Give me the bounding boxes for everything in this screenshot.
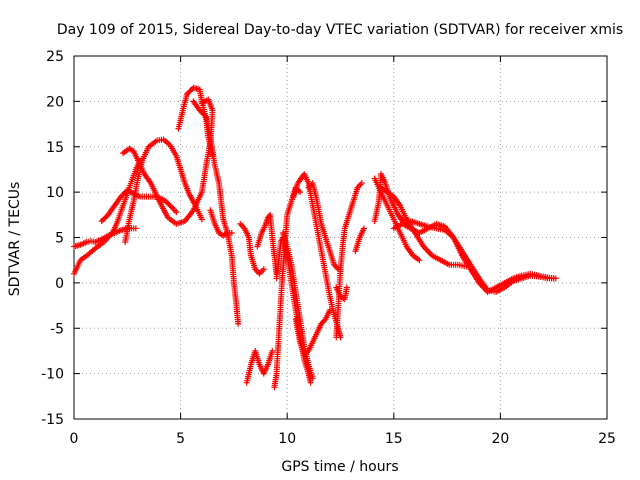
y-tick-label: -5 — [50, 321, 64, 337]
y-axis-label: SDTVAR / TECUs — [7, 182, 23, 297]
data-point-marker — [307, 379, 314, 386]
series-arc-20 — [352, 225, 367, 255]
y-tick-label: 15 — [46, 140, 64, 156]
y-tick-label: 10 — [46, 185, 64, 201]
data-point-marker — [343, 284, 350, 291]
x-tick-label: 10 — [278, 431, 296, 447]
series-arc-25 — [399, 216, 557, 295]
data-point-marker — [167, 203, 174, 210]
plot-frame-layer — [73, 55, 608, 420]
data-point-marker — [173, 209, 180, 216]
marker-layer — [71, 84, 559, 391]
data-point-marker — [132, 225, 139, 232]
series-arc-10 — [243, 347, 276, 386]
series-arc-16 — [292, 307, 333, 359]
x-tick-label: 15 — [385, 431, 403, 447]
data-point-marker — [296, 189, 303, 196]
y-tick-label: -15 — [41, 412, 64, 428]
x-tick-label: 25 — [598, 431, 616, 447]
x-axis-label: GPS time / hours — [281, 459, 398, 475]
data-point-marker — [228, 229, 235, 236]
y-tick-label: 20 — [46, 94, 64, 110]
data-point-marker — [198, 216, 205, 223]
series-arc-12 — [271, 184, 303, 391]
series-arc-22 — [371, 175, 423, 264]
data-point-marker — [269, 347, 276, 354]
x-tick-label: 20 — [491, 431, 509, 447]
series-arc-3 — [98, 187, 180, 225]
data-point-marker — [201, 112, 208, 119]
series-arc-18 — [333, 180, 365, 341]
y-tick-label: 0 — [55, 276, 64, 292]
series-arc-8 — [207, 207, 235, 239]
x-tick-label: 5 — [176, 431, 185, 447]
data-point-marker — [326, 307, 333, 314]
series-arc-23 — [378, 184, 470, 270]
series-arc-5 — [120, 96, 216, 227]
series-arc-1 — [71, 157, 144, 277]
plot-frame — [73, 55, 608, 420]
series-arc-9 — [237, 220, 267, 277]
chart-title: Day 109 of 2015, Sidereal Day-to-day VTE… — [57, 22, 623, 38]
data-point-marker — [360, 225, 367, 232]
series-arc-7 — [190, 98, 242, 327]
series-arc-11 — [254, 211, 280, 277]
data-point-marker — [235, 320, 242, 327]
y-tick-label: 5 — [55, 231, 64, 247]
data-point-marker — [550, 275, 557, 282]
grid-layer — [74, 56, 607, 419]
x-tick-label: 0 — [70, 431, 79, 447]
data-point-marker — [358, 180, 365, 187]
tick-layer: 0 5 10 15 20 25 -15 -10 -5 0 5 10 15 20 25 — [41, 49, 616, 447]
series-arc-19 — [333, 284, 350, 303]
series-arc-17 — [305, 180, 342, 273]
y-tick-label: -10 — [41, 367, 64, 383]
data-point-marker — [260, 266, 267, 273]
data-point-marker — [416, 257, 423, 264]
y-tick-label: 25 — [46, 49, 64, 65]
